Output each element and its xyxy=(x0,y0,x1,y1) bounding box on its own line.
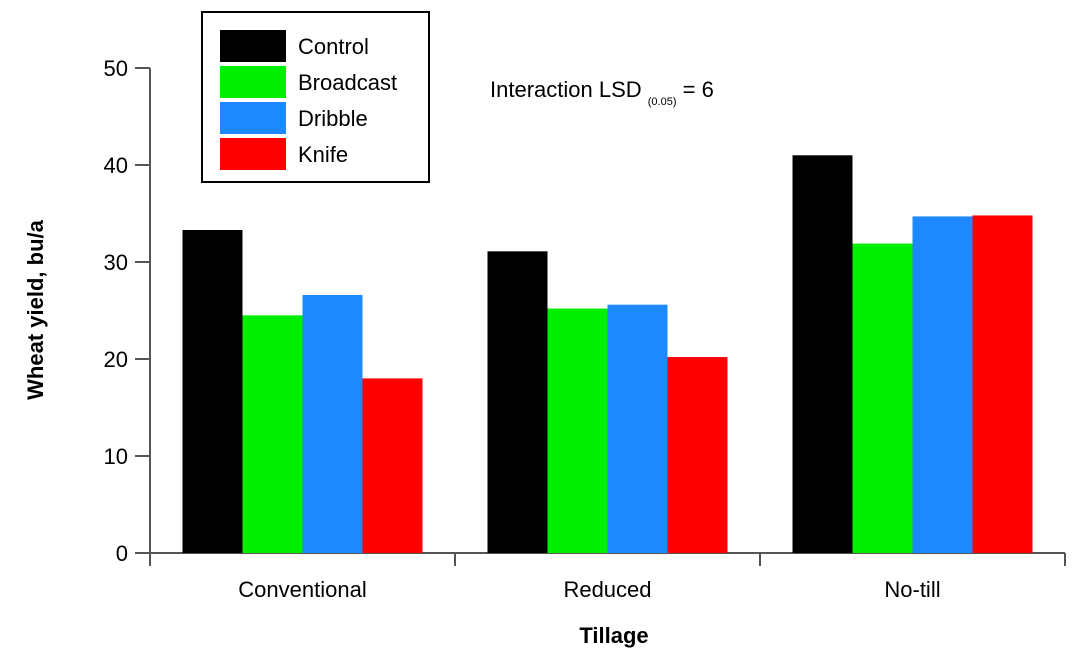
x-ticks xyxy=(149,553,1066,566)
bar-dribble-no-till xyxy=(912,216,973,553)
bar-knife-no-till xyxy=(972,215,1033,553)
legend-swatch-knife xyxy=(220,138,286,170)
legend-label-broadcast: Broadcast xyxy=(298,70,397,95)
legend-swatch-broadcast xyxy=(220,66,286,98)
bar-knife-reduced xyxy=(667,357,728,553)
bar-dribble-conventional xyxy=(302,294,363,553)
y-tick-label: 40 xyxy=(104,153,128,178)
x-axis-title: Tillage xyxy=(579,623,648,648)
x-category-label: Reduced xyxy=(563,577,651,602)
legend-label-control: Control xyxy=(298,34,369,59)
legend: Control Broadcast Dribble Knife xyxy=(201,11,430,183)
x-category-label: Conventional xyxy=(238,577,366,602)
lsd-annotation-value: = 6 xyxy=(683,77,714,102)
bar-knife-conventional xyxy=(362,378,423,553)
bar-control-conventional xyxy=(182,229,243,554)
bar-control-reduced xyxy=(487,251,548,553)
y-ticks: 0 10 20 30 40 50 xyxy=(104,56,150,566)
lsd-annotation: Interaction LSD (0.05) = 6 xyxy=(490,77,714,110)
y-tick-label: 30 xyxy=(104,250,128,275)
y-tick-label: 50 xyxy=(104,56,128,81)
y-tick-label: 20 xyxy=(104,347,128,372)
legend-label-dribble: Dribble xyxy=(298,106,368,131)
lsd-annotation-subscript: (0.05) xyxy=(648,96,677,108)
lsd-annotation-text: Interaction LSD xyxy=(490,77,642,102)
x-category-label: No-till xyxy=(884,577,940,602)
legend-label-knife: Knife xyxy=(298,142,348,167)
bars xyxy=(182,155,1033,554)
legend-swatch-dribble xyxy=(220,102,286,134)
bar-broadcast-no-till xyxy=(852,243,913,553)
bar-control-no-till xyxy=(792,155,853,554)
y-tick-label: 10 xyxy=(104,444,128,469)
bar-dribble-reduced xyxy=(607,304,668,553)
bar-broadcast-reduced xyxy=(547,308,608,553)
y-tick-label: 0 xyxy=(116,541,128,566)
category-labels: Conventional Reduced No-till xyxy=(238,577,940,602)
bar-broadcast-conventional xyxy=(242,315,303,553)
y-axis-title: Wheat yield, bu/a xyxy=(23,219,48,399)
legend-swatch-control xyxy=(220,30,286,62)
